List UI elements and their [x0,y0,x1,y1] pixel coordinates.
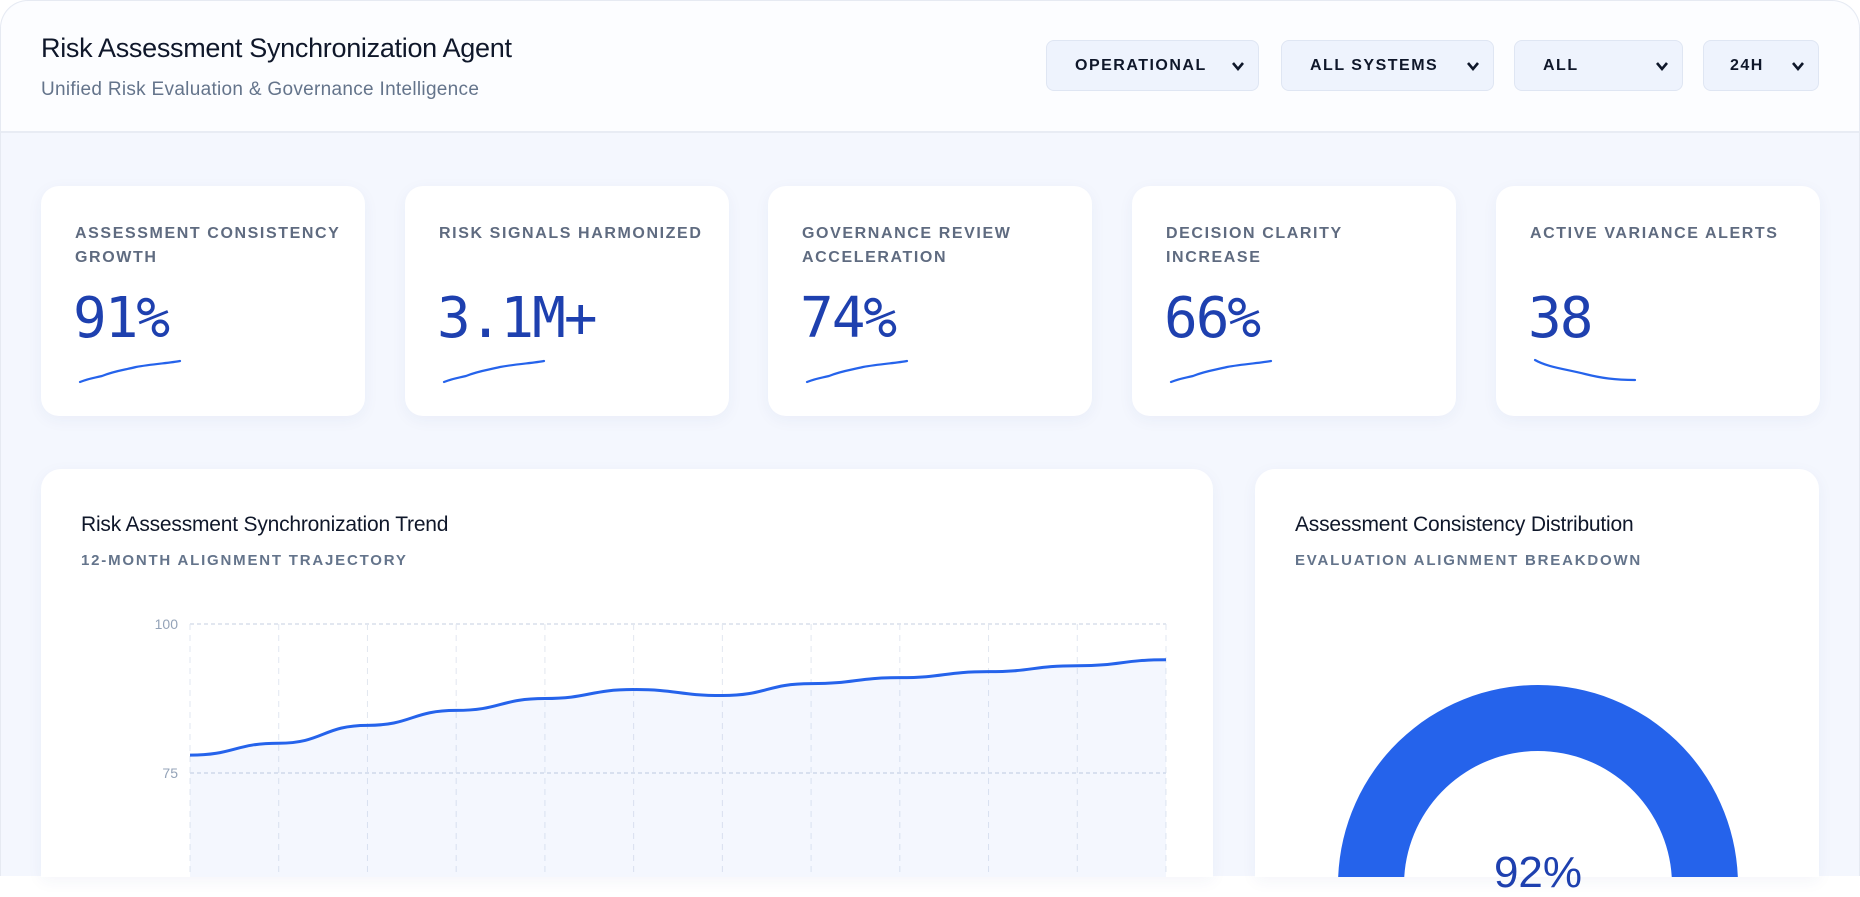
sparkline [1533,358,1637,382]
mode-filter-dropdown[interactable]: OPERATIONAL [1046,40,1259,91]
chart-subtitle: 12-MONTH ALIGNMENT TRAJECTORY [81,552,408,569]
kpi-label: Active Variance Alerts [1530,225,1779,242]
systems-filter-dropdown[interactable]: ALL SYSTEMS [1281,40,1494,91]
chevron-down-icon [1792,61,1804,71]
page-title: Risk Assessment Synchronization Agent [41,33,512,63]
page-subtitle: Unified Risk Evaluation & Governance Int… [41,79,480,100]
chevron-down-icon [1656,61,1668,71]
donut-center-label: 92% [1493,848,1583,897]
kpi-card: Risk Signals Harmonized 3.1M+ [405,186,729,416]
kpi-card: Active Variance Alerts 38 [1496,186,1820,416]
kpi-value: 74% [800,286,897,351]
chart-subtitle: EVALUATION ALIGNMENT BREAKDOWN [1295,552,1643,569]
dropdown-label: ALL [1543,56,1579,74]
kpi-card: Assessment Consistency Growth 91% [41,186,365,416]
y-tick-label: 100 [155,616,179,632]
chart-title: Assessment Consistency Distribution [1295,513,1634,536]
kpi-value: 3.1M+ [437,286,598,351]
kpi-card: Decision Clarity Increase 66% [1132,186,1456,416]
series-line [189,658,1167,757]
kpi-label: Governance Review Acceleration [802,225,1012,266]
sparkline [78,359,182,384]
sparkline [442,359,546,384]
kpi-label: Risk Signals Harmonized [439,225,703,242]
donut-chart [1338,685,1738,877]
kpi-label: Assessment Consistency Growth [75,225,341,266]
donut-slice [1338,685,1738,877]
dropdown-label: OPERATIONAL [1075,56,1207,74]
trend-chart: 100 75 [155,616,1167,877]
chevron-down-icon [1467,61,1479,71]
kpi-card: Governance Review Acceleration 74% [768,186,1092,416]
area-fill [190,659,1166,877]
y-tick-label: 75 [162,765,178,781]
sparkline [1169,359,1273,384]
distribution-chart-card: Assessment Consistency Distribution EVAL… [1255,469,1819,895]
dropdown-label: 24H [1730,56,1764,74]
kpi-label: Decision Clarity Increase [1166,225,1343,266]
time-range-dropdown[interactable]: 24H [1703,40,1819,91]
chart-title: Risk Assessment Synchronization Trend [81,513,449,536]
category-filter-dropdown[interactable]: ALL [1514,40,1683,91]
trend-chart-card: Risk Assessment Synchronization Trend 12… [41,469,1213,877]
header: Risk Assessment Synchronization Agent Un… [1,1,1859,133]
kpi-value: 38 [1528,286,1593,351]
kpi-value: 91% [73,286,170,351]
dropdown-label: ALL SYSTEMS [1310,56,1439,74]
chevron-down-icon [1232,61,1244,71]
kpi-value: 66% [1164,286,1261,351]
sparkline [805,359,909,384]
